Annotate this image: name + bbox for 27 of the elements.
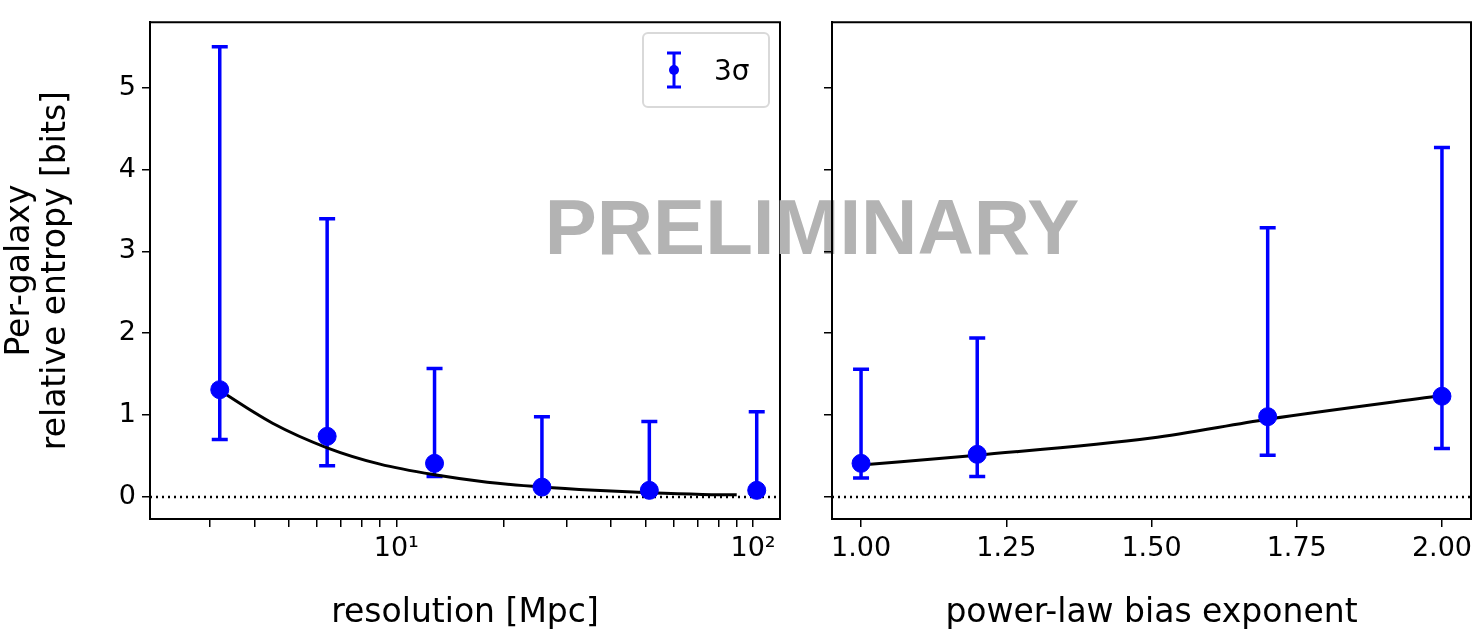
point [851,453,871,473]
x-tick-label: 10¹ [373,531,419,563]
legend-label: 3σ [714,53,750,87]
y-tick-label: 3 [118,233,136,265]
point [967,444,987,464]
x-axis-title: power-law bias exponent [945,590,1358,630]
point [639,480,659,500]
point [425,453,445,473]
point [210,380,230,400]
y-axis-title: Per-galaxy relative entropy [bits] [0,91,74,451]
point [1432,386,1452,406]
x-axis-title: resolution [Mpc] [331,590,599,630]
x-tick-label: 1.75 [1266,531,1327,563]
x-tick-label: 1.00 [830,531,892,563]
point [1258,407,1278,427]
y-tick-label: 1 [118,397,136,429]
x-tick-label: 1.50 [1121,531,1182,563]
y-tick-label: 2 [118,315,136,347]
y-tick-label: 0 [118,478,136,510]
x-tick-label: 10² [730,531,776,563]
point [747,480,767,500]
point [317,426,337,446]
x-tick-label: 2.00 [1411,531,1473,563]
x-tick-label: 1.25 [976,531,1037,563]
y-tick-label: 5 [118,69,136,101]
point [532,477,552,497]
y-tick-label: 4 [118,151,136,183]
